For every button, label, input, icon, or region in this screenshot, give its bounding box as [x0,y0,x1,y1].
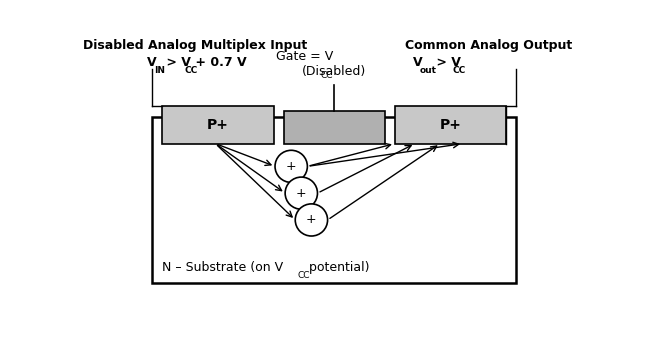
Ellipse shape [285,177,318,209]
Text: +: + [306,213,317,227]
Text: potential): potential) [305,261,370,274]
Text: CC: CC [298,271,310,280]
Text: V: V [147,56,157,69]
Text: Disabled Analog Multiplex Input: Disabled Analog Multiplex Input [83,39,306,53]
Text: out: out [419,66,437,75]
Text: Gate = V: Gate = V [276,50,333,63]
Ellipse shape [275,150,307,182]
Text: CC: CC [453,66,466,75]
Text: > V: > V [162,56,191,69]
Text: +: + [286,160,297,173]
Text: P+: P+ [439,118,462,132]
Text: CC: CC [321,71,333,80]
Text: IN: IN [155,66,165,75]
Text: +: + [296,187,306,200]
Bar [153,117,516,283]
Bar [284,111,385,144]
Ellipse shape [295,204,327,236]
Text: P+: P+ [207,118,229,132]
Text: + 0.7 V: + 0.7 V [191,56,246,69]
Bar [162,106,274,144]
Text: Common Analog Output: Common Analog Output [405,39,572,53]
Bar [395,106,506,144]
Text: CC: CC [184,66,198,75]
Text: > V: > V [432,56,460,69]
Text: V: V [413,56,422,69]
Text: (Disabled): (Disabled) [302,65,366,78]
Text: N – Substrate (on V: N – Substrate (on V [162,261,284,274]
